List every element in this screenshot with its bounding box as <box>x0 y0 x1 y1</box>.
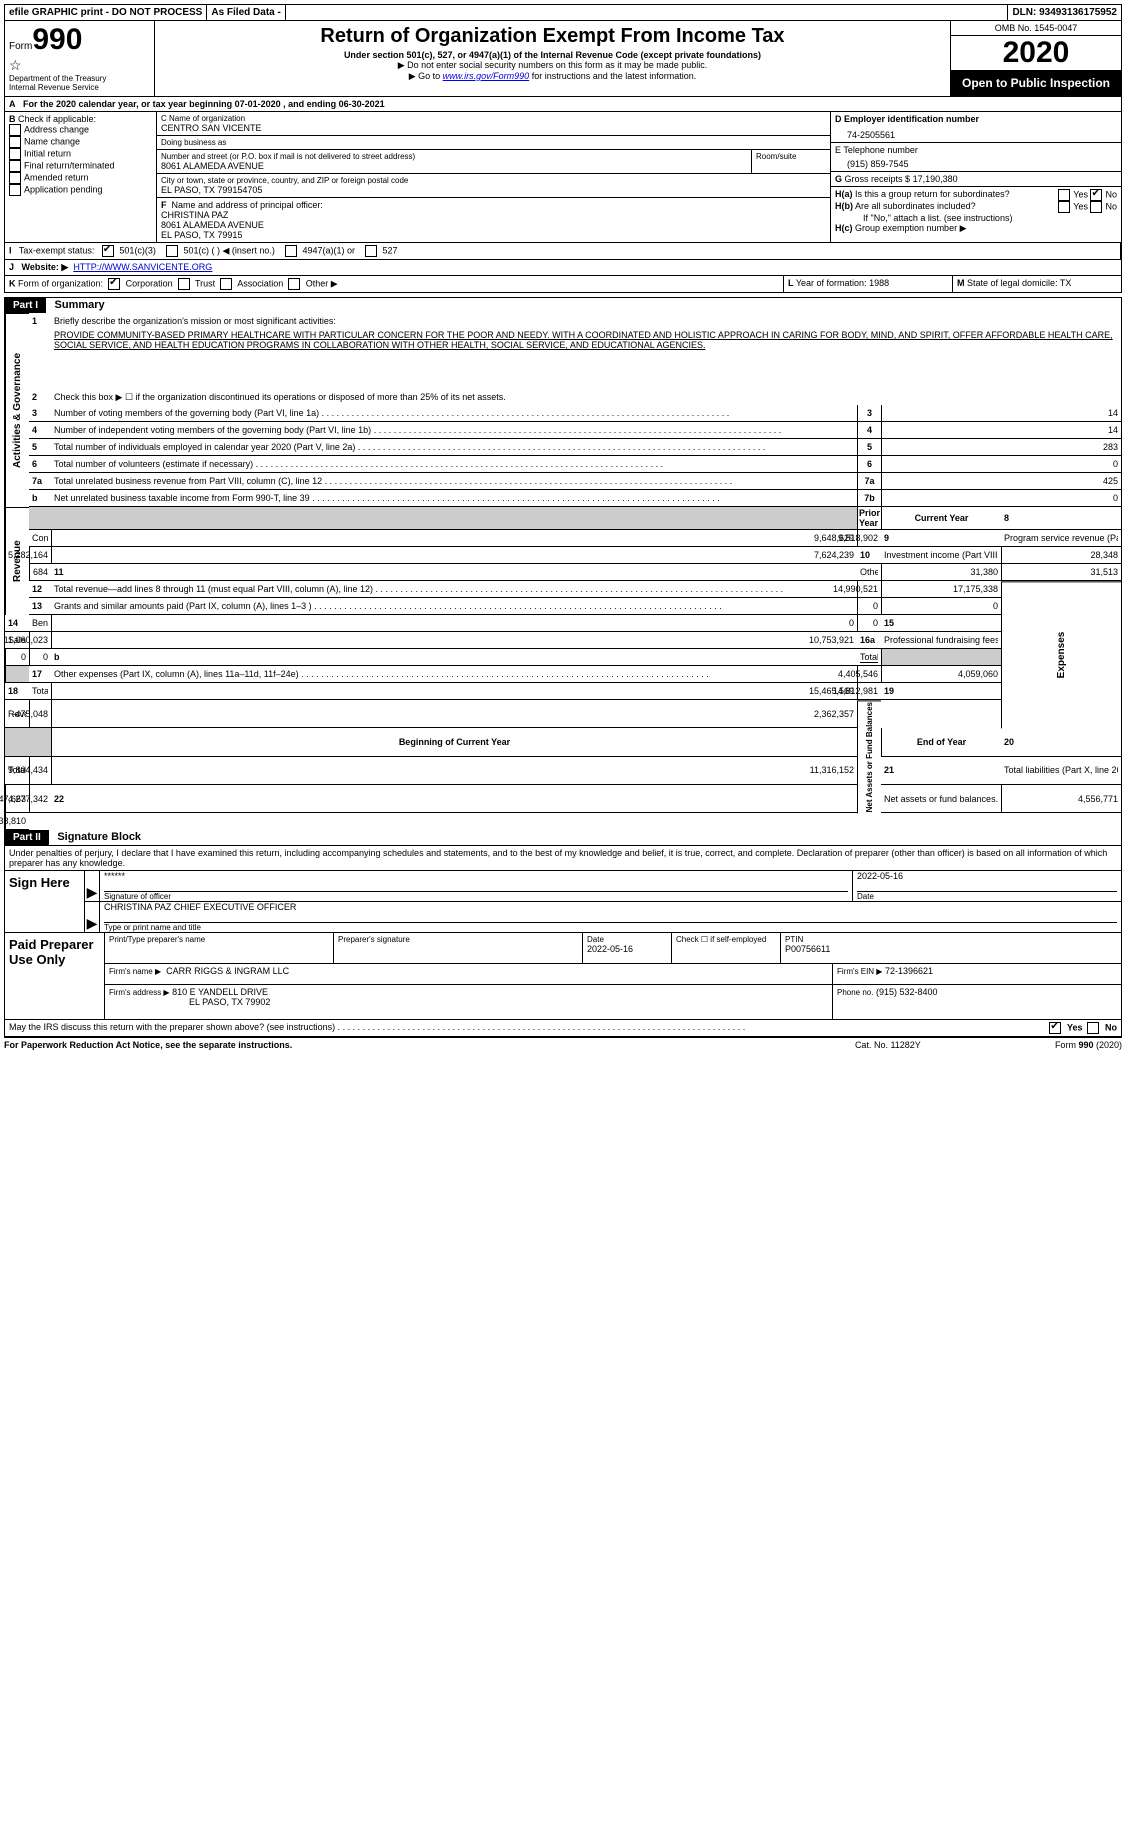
org-info-section: B Check if applicable: Address change Na… <box>4 112 1122 243</box>
officer-typed: CHRISTINA PAZ CHIEF EXECUTIVE OFFICER <box>104 902 1117 923</box>
form-subtitle: Under section 501(c), 527, or 4947(a)(1)… <box>159 50 946 60</box>
checkbox-amended[interactable] <box>9 172 21 184</box>
col-beginning: Beginning of Current Year <box>51 728 857 756</box>
part1-header: Part I <box>5 298 46 313</box>
cb-other[interactable] <box>288 278 300 290</box>
cb-trust[interactable] <box>178 278 190 290</box>
irs-link[interactable]: www.irs.gov/Form990 <box>443 71 530 81</box>
irs-label: Internal Revenue Service <box>9 83 150 92</box>
checkbox-name-change[interactable] <box>9 136 21 148</box>
firm-ein: 72-1396621 <box>885 966 933 976</box>
cb-501c3[interactable] <box>102 245 114 257</box>
section-label-expenses: Expenses <box>1001 581 1121 728</box>
efile-label: efile GRAPHIC print - DO NOT PROCESS <box>5 5 207 20</box>
hb-no[interactable] <box>1090 201 1102 213</box>
sign-here-block: Sign Here ▶ ****** Signature of officer … <box>4 871 1122 933</box>
cb-501c[interactable] <box>166 245 178 257</box>
year-formation: 1988 <box>869 278 889 288</box>
ha-yes[interactable] <box>1058 189 1070 201</box>
website-url[interactable]: HTTP://WWW.SANVICENTE.ORG <box>73 262 212 272</box>
ptin: P00756611 <box>785 944 1117 954</box>
mission-text: PROVIDE COMMUNITY-BASED PRIMARY HEALTHCA… <box>51 329 1121 373</box>
omb-number: OMB No. 1545-0047 <box>951 21 1121 36</box>
top-bar: efile GRAPHIC print - DO NOT PROCESS As … <box>4 4 1122 21</box>
part2-title: Signature Block <box>51 829 147 845</box>
ha-no[interactable] <box>1090 189 1102 201</box>
cb-4947[interactable] <box>285 245 297 257</box>
section-label-revenue: Revenue <box>5 507 29 615</box>
ein: 74-2505561 <box>835 124 1117 140</box>
dln-label: DLN: <box>1012 7 1036 18</box>
discuss-no[interactable] <box>1087 1022 1099 1034</box>
col-prior-year: Prior Year <box>857 507 881 530</box>
state-domicile: TX <box>1060 278 1072 288</box>
form-number: 990 <box>32 23 82 56</box>
note-ssn: ▶ Do not enter social security numbers o… <box>159 60 946 71</box>
summary-table: Activities & Governance 1 Briefly descri… <box>4 313 1122 830</box>
phone: (915) 859-7545 <box>835 155 1117 169</box>
page-footer: For Paperwork Reduction Act Notice, see … <box>4 1037 1122 1050</box>
asfiled-label: As Filed Data - <box>207 5 285 20</box>
cb-527[interactable] <box>365 245 377 257</box>
col-end: End of Year <box>881 728 1001 756</box>
principal-officer: F Name and address of principal officer:… <box>157 198 830 242</box>
checkbox-address-change[interactable] <box>9 124 21 136</box>
firm-name: CARR RIGGS & INGRAM LLC <box>166 966 289 976</box>
part1-title: Summary <box>49 297 111 313</box>
org-address: 8061 ALAMEDA AVENUE <box>161 161 747 171</box>
col-b-checkboxes: B Check if applicable: Address change Na… <box>5 112 157 242</box>
section-label-ag: Activities & Governance <box>5 313 29 507</box>
period-line: A For the 2020 calendar year, or tax yea… <box>4 97 1122 112</box>
dln-value: 93493136175952 <box>1039 7 1117 18</box>
paid-preparer-block: Paid Preparer Use Only Print/Type prepar… <box>4 933 1122 1020</box>
penalties-text: Under penalties of perjury, I declare th… <box>4 845 1122 871</box>
col-current-year: Current Year <box>881 507 1001 530</box>
prep-phone: (915) 532-8400 <box>876 987 938 997</box>
org-city: EL PASO, TX 799154705 <box>161 185 826 195</box>
form-title: Return of Organization Exempt From Incom… <box>159 25 946 48</box>
checkbox-pending[interactable] <box>9 184 21 196</box>
part2-header: Part II <box>5 830 49 845</box>
dept-treasury: Department of the Treasury <box>9 74 150 83</box>
year-cell: OMB No. 1545-0047 2020 Open to Public In… <box>951 21 1121 96</box>
checkbox-initial-return[interactable] <box>9 148 21 160</box>
hb-yes[interactable] <box>1058 201 1070 213</box>
org-name: CENTRO SAN VICENTE <box>161 123 826 133</box>
section-label-net: Net Assets or Fund Balances <box>857 700 881 813</box>
form-label: Form <box>9 41 32 52</box>
sign-date: 2022-05-16 <box>857 871 1117 892</box>
title-cell: Return of Organization Exempt From Incom… <box>155 21 951 96</box>
discuss-yes[interactable] <box>1049 1022 1061 1034</box>
open-to-public: Open to Public Inspection <box>951 70 1121 96</box>
form-id-cell: Form990 ☆ Department of the Treasury Int… <box>5 21 155 96</box>
discuss-line: May the IRS discuss this return with the… <box>4 1020 1122 1037</box>
col-c-org: C Name of organization CENTRO SAN VICENT… <box>157 112 831 242</box>
col-d-details: D Employer identification number 74-2505… <box>831 112 1121 242</box>
tax-year: 2020 <box>951 36 1121 70</box>
gross-receipts: 17,190,380 <box>913 174 958 184</box>
form-header: Form990 ☆ Department of the Treasury Int… <box>4 21 1122 97</box>
dln: DLN: 93493136175952 <box>1007 5 1121 20</box>
cb-assoc[interactable] <box>220 278 232 290</box>
cb-corp[interactable] <box>108 278 120 290</box>
note-goto: ▶ Go to www.irs.gov/Form990 for instruct… <box>159 71 946 82</box>
checkbox-final-return[interactable] <box>9 160 21 172</box>
